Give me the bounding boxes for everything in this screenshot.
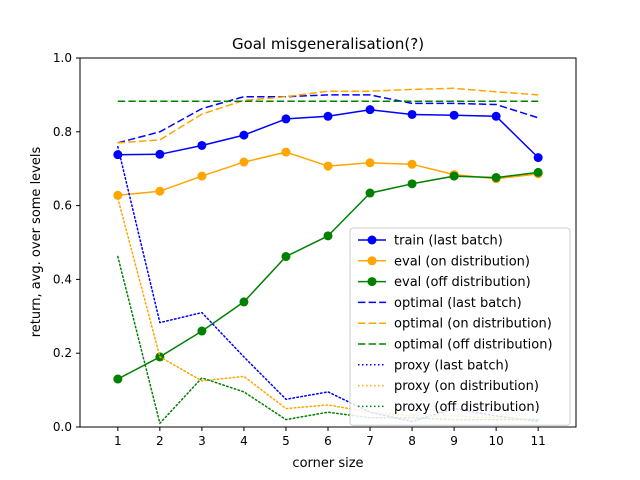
series-2-point-4: [239, 157, 249, 167]
x-tick-label: 2: [156, 434, 164, 448]
legend-label-8: proxy (on distribution): [394, 379, 539, 394]
series-1-point-8: [407, 109, 417, 119]
series-3-point-8: [407, 179, 417, 189]
y-tick-label: 0.2: [53, 346, 72, 360]
series-3-point-5: [281, 252, 291, 262]
x-tick-label: 8: [408, 434, 416, 448]
legend-label-4: optimal (last batch): [394, 296, 522, 311]
series-line-8: [117, 197, 539, 421]
series-1-point-7: [365, 105, 375, 115]
series-1-point-3: [197, 140, 207, 150]
legend-label-2: eval (on distribution): [394, 254, 530, 269]
series-3-point-11: [533, 167, 543, 177]
series-3-point-6: [323, 231, 333, 241]
series-1-point-9: [449, 110, 459, 120]
y-tick-label: 0.6: [53, 199, 72, 213]
x-tick-label: 4: [240, 434, 248, 448]
series-2-point-8: [407, 159, 417, 169]
series-2-point-7: [365, 158, 375, 168]
series-3-point-1: [113, 374, 123, 384]
series-1-point-1: [113, 150, 123, 160]
x-tick-label: 7: [366, 434, 374, 448]
x-tick-label: 11: [531, 434, 546, 448]
legend-marker-2: [367, 256, 377, 266]
x-axis-label: corner size: [292, 456, 363, 471]
series-2-point-1: [113, 190, 123, 200]
x-tick-label: 9: [450, 434, 458, 448]
series-line-5: [117, 87, 539, 144]
y-tick-label: 0.8: [53, 125, 72, 139]
series-2-point-2: [155, 186, 165, 196]
legend-box: [349, 227, 571, 426]
y-axis-label: return, avg. over some levels: [29, 147, 44, 338]
series-line-4: [117, 94, 539, 144]
series-1-point-4: [239, 130, 249, 140]
x-tick-label: 6: [324, 434, 332, 448]
legend-label-6: optimal (off distribution): [394, 338, 553, 353]
series-3-point-9: [449, 171, 459, 181]
series-1-point-6: [323, 111, 333, 121]
legend-label-9: proxy (off distribution): [394, 400, 540, 415]
series-1-point-10: [491, 111, 501, 121]
y-tick-label: 0.4: [53, 272, 72, 286]
series-3-point-7: [365, 188, 375, 198]
legend: train (last batch) eval (on distribution)…: [349, 227, 571, 426]
y-tick-label: 0.0: [53, 420, 72, 434]
series-1-point-2: [155, 149, 165, 159]
x-tick-label: 10: [488, 434, 503, 448]
x-tick-label: 5: [282, 434, 290, 448]
chart-title: Goal misgeneralisation(?): [232, 35, 424, 53]
legend-marker-3: [367, 277, 377, 287]
legend-label-5: optimal (on distribution): [394, 317, 552, 332]
legend-marker-1: [367, 235, 377, 245]
legend-label-1: train (last batch): [394, 234, 503, 249]
series-3-point-4: [239, 297, 249, 307]
y-tick-label: 1.0: [53, 51, 72, 65]
series-line-2: [117, 151, 539, 197]
series-1-point-11: [533, 153, 543, 163]
series-1-point-5: [281, 114, 291, 124]
series-3-point-3: [197, 326, 207, 336]
series-3-point-10: [491, 173, 501, 183]
series-2-point-3: [197, 171, 207, 181]
axes: 1 2 3 4 5 6 7 8 9 10 11 0.0 0.2 0.4 0.6 0.8 1.0: [53, 51, 577, 448]
series-2-point-5: [281, 147, 291, 157]
x-tick-label: 1: [114, 434, 122, 448]
series-2-point-6: [323, 161, 333, 171]
plot-area: [113, 87, 543, 425]
x-tick-label: 3: [198, 434, 206, 448]
legend-label-3: eval (off distribution): [394, 275, 531, 290]
legend-label-7: proxy (last batch): [394, 358, 509, 373]
